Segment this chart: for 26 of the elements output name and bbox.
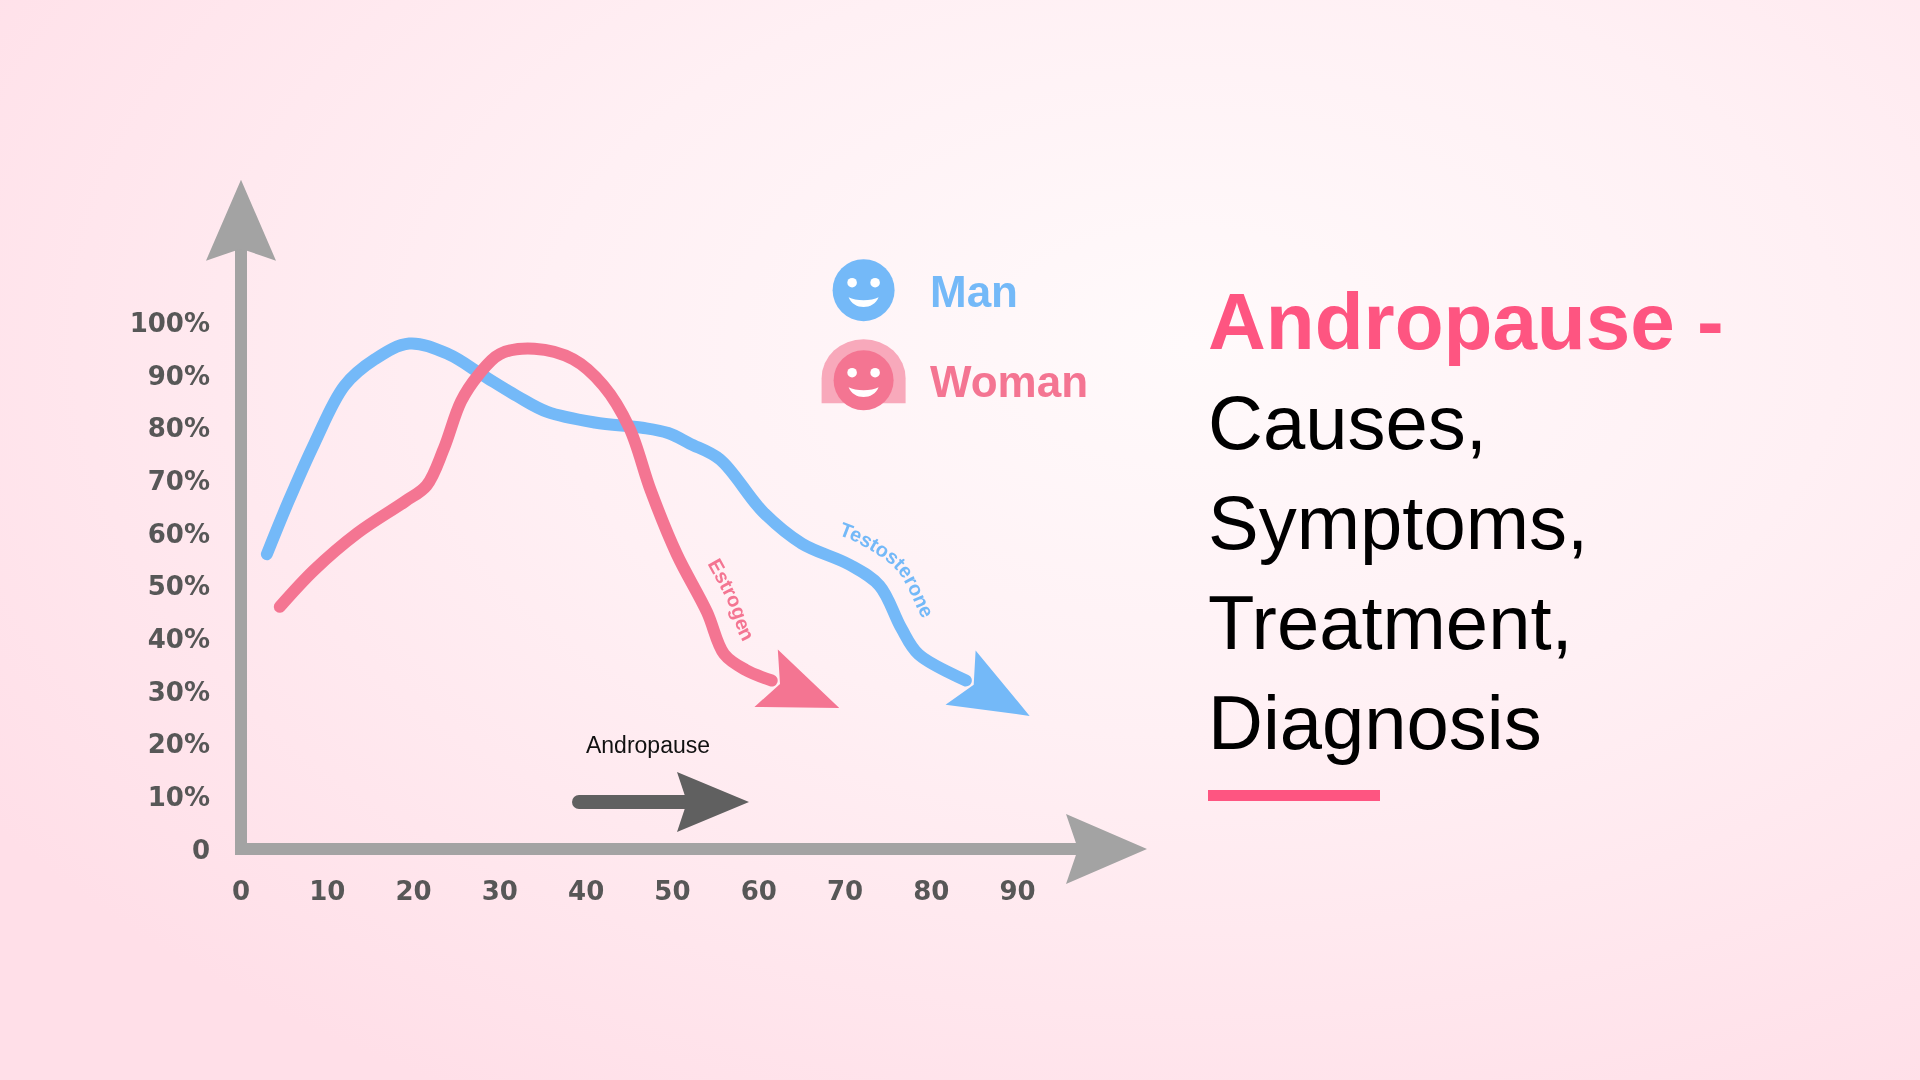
legend-label: Man: [930, 267, 1018, 317]
x-tick-label: 0: [231, 876, 251, 906]
y-tick-label: 20%: [147, 729, 210, 760]
x-tick-label: 30: [481, 876, 518, 906]
y-tick-label: 0: [191, 834, 210, 865]
y-tick-label: 30%: [147, 676, 210, 707]
y-tick-label: 50%: [147, 571, 210, 602]
y-tick-label: 90%: [147, 360, 210, 391]
y-tick-label: 40%: [147, 623, 210, 654]
annotation: Andropause: [585, 732, 711, 758]
y-tick-label: 70%: [147, 465, 210, 496]
x-tick-label: 90: [999, 876, 1036, 906]
x-tick-label: 60: [740, 876, 777, 906]
y-tick-label: 80%: [147, 413, 210, 444]
x-tick-label: 70: [826, 876, 864, 906]
y-tick-label: 100%: [129, 307, 210, 338]
y-tick-label: 60%: [147, 518, 210, 549]
x-tick-label: 80: [913, 876, 950, 906]
y-tick-label: 10%: [147, 781, 210, 812]
x-tick-label: 10: [309, 876, 346, 906]
x-tick-label: 20: [395, 876, 432, 906]
x-tick-label: 50: [654, 876, 691, 906]
x-tick-label: 40: [568, 876, 605, 906]
text: Causes, Symptoms, Treatment, Diagnosis: [1208, 380, 1589, 765]
legend-label: Woman: [930, 357, 1089, 407]
text: Andropause -: [1208, 277, 1724, 366]
